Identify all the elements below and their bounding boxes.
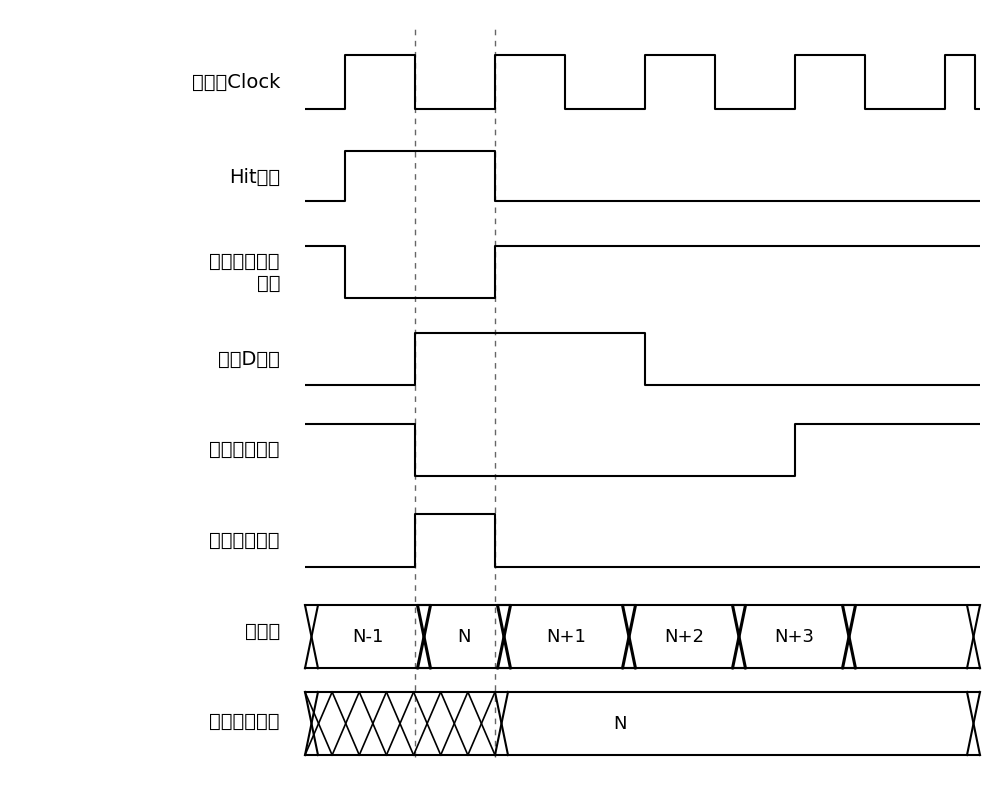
Text: 二级反向触发: 二级反向触发 (210, 440, 280, 459)
Text: 读出使能信号: 读出使能信号 (210, 531, 280, 550)
Text: N: N (457, 628, 471, 645)
Text: 主时钟Clock: 主时钟Clock (192, 73, 280, 92)
Text: 一级D触发: 一级D触发 (218, 350, 280, 368)
Text: N+3: N+3 (774, 628, 814, 645)
Text: N-1: N-1 (352, 628, 383, 645)
Text: 计数器读出值: 计数器读出值 (210, 712, 280, 731)
Text: N+1: N+1 (547, 628, 586, 645)
Text: 计数值: 计数值 (245, 622, 280, 641)
Text: 第一级加法器
输出: 第一级加法器 输出 (210, 252, 280, 293)
Text: Hit信号: Hit信号 (229, 168, 280, 187)
Text: N: N (613, 715, 627, 732)
Text: N+2: N+2 (664, 628, 704, 645)
